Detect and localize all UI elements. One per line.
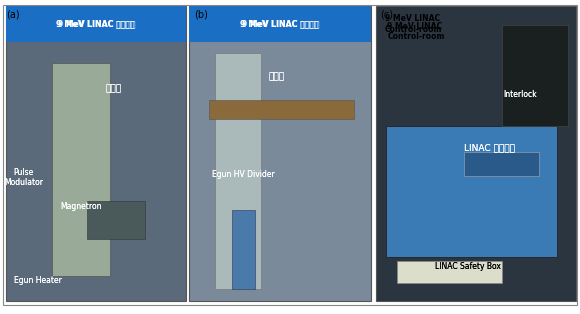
Text: LINAC 주제어기: LINAC 주제어기: [465, 143, 516, 153]
FancyBboxPatch shape: [188, 6, 371, 301]
FancyBboxPatch shape: [386, 126, 557, 257]
Text: Egun Heater: Egun Heater: [14, 276, 62, 285]
FancyBboxPatch shape: [464, 152, 539, 176]
Text: (a): (a): [6, 9, 19, 19]
Text: 9 MeV LINAC
Control-room: 9 MeV LINAC Control-room: [387, 22, 445, 41]
FancyBboxPatch shape: [215, 53, 261, 289]
FancyBboxPatch shape: [52, 63, 110, 276]
Text: LINAC Safety Box: LINAC Safety Box: [435, 262, 501, 271]
Text: 9 MeV LINAC 후면방향: 9 MeV LINAC 후면방향: [240, 19, 320, 28]
Text: 9 MeV LINAC 정면방향: 9 MeV LINAC 정면방향: [57, 19, 134, 28]
Text: (b): (b): [194, 9, 208, 19]
Text: Pulse
Modulator: Pulse Modulator: [4, 168, 44, 187]
Text: 가속관: 가속관: [268, 73, 284, 82]
Text: (c): (c): [380, 9, 393, 19]
FancyBboxPatch shape: [6, 6, 186, 301]
FancyBboxPatch shape: [188, 6, 371, 42]
Text: Egun Heater: Egun Heater: [14, 276, 62, 285]
FancyBboxPatch shape: [397, 261, 502, 283]
Text: 9 MeV LINAC
Control-room: 9 MeV LINAC Control-room: [385, 14, 442, 34]
FancyBboxPatch shape: [87, 201, 145, 239]
FancyBboxPatch shape: [502, 25, 568, 126]
Text: Magnetron: Magnetron: [60, 203, 102, 212]
FancyBboxPatch shape: [209, 100, 354, 119]
Text: LINAC 주제어기: LINAC 주제어기: [465, 143, 516, 153]
Text: Magnetron: Magnetron: [60, 203, 102, 212]
Text: 9 MeV LINAC 후면방향: 9 MeV LINAC 후면방향: [242, 19, 318, 28]
Text: 9 MeV LINAC 정면방향: 9 MeV LINAC 정면방향: [56, 19, 136, 28]
Text: Pulse
Modulator: Pulse Modulator: [4, 168, 44, 187]
Text: Egun HV Divider: Egun HV Divider: [212, 170, 275, 179]
Text: 전자총: 전자총: [106, 84, 122, 94]
Text: Interlock: Interlock: [503, 90, 536, 99]
FancyBboxPatch shape: [6, 6, 186, 42]
Text: Egun HV Divider: Egun HV Divider: [212, 170, 275, 179]
Text: LINAC Safety Box: LINAC Safety Box: [435, 262, 501, 271]
FancyBboxPatch shape: [232, 210, 255, 289]
Text: 전자총: 전자총: [106, 84, 122, 94]
Text: Interlock: Interlock: [503, 90, 536, 99]
Text: 가속관: 가속관: [268, 73, 284, 82]
FancyBboxPatch shape: [376, 6, 576, 301]
